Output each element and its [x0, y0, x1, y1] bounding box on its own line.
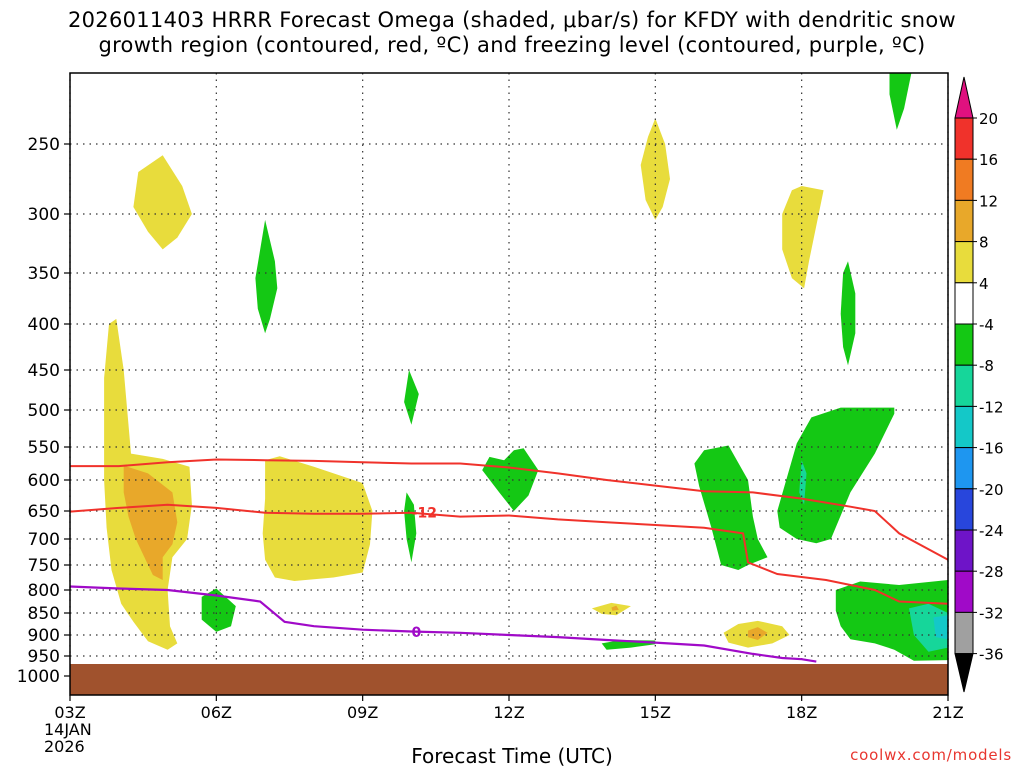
omega-region-15	[889, 73, 912, 130]
colorbar-segment-6	[954, 323, 974, 366]
colorbar-label-6: -8	[979, 357, 994, 375]
omega-region-6	[591, 602, 631, 616]
colorbar-segment-12	[954, 570, 974, 613]
colorbar-bottom-arrow	[954, 653, 974, 693]
source-credit: coolwx.com/models	[850, 746, 1012, 764]
omega-region-16	[201, 588, 236, 632]
y-tick-label-1000: 1000	[17, 667, 60, 687]
date-label-year: 2026	[44, 737, 85, 756]
omega-core-2	[933, 615, 948, 640]
colorbar-label-5: -4	[979, 316, 994, 334]
colorbar-label-12: -32	[979, 604, 1004, 622]
y-tick-label-850: 850	[28, 604, 60, 624]
y-tick-label-550: 550	[28, 438, 60, 458]
colorbar-label-4: 4	[979, 275, 989, 293]
y-tick-label-900: 900	[28, 626, 60, 646]
x-axis-title: Forecast Time (UTC)	[411, 744, 613, 768]
omega-region-11	[482, 448, 539, 511]
colorbar-label-7: -12	[979, 398, 1004, 416]
y-tick-label-250: 250	[28, 135, 60, 155]
chart-title-line-2: growth region (contoured, red, ºC) and f…	[98, 33, 926, 57]
colorbar-segment-10	[954, 488, 974, 531]
colorbar-top-arrow	[954, 76, 974, 119]
y-tick-label-950: 950	[28, 647, 60, 667]
omega-core-1	[909, 603, 948, 652]
colorbar-label-2: 12	[979, 192, 998, 210]
omega-region-8	[255, 219, 278, 334]
y-tick-label-400: 400	[28, 315, 60, 335]
colorbar-segment-2	[954, 158, 974, 201]
colorbar-segment-3	[954, 199, 974, 243]
colorbar-segment-9	[954, 447, 974, 490]
omega-region-2	[123, 465, 178, 580]
omega-region-10	[404, 492, 417, 563]
x-tick-label-15Z: 15Z	[640, 703, 671, 722]
x-tick-label-12Z: 12Z	[493, 703, 524, 722]
y-tick-label-750: 750	[28, 556, 60, 576]
colorbar-label-1: 16	[979, 151, 998, 169]
omega-region-5	[782, 186, 824, 289]
colorbar-segment-4	[954, 241, 974, 284]
y-tick-label-450: 450	[28, 361, 60, 381]
omega-region-12	[694, 445, 768, 570]
omega-core-0	[799, 460, 807, 505]
freezing-level-label: 0	[411, 625, 421, 641]
ground-surface	[70, 664, 948, 695]
contour-layer: -12 0	[70, 458, 948, 663]
y-tick-label-500: 500	[28, 401, 60, 421]
y-tick-label-650: 650	[28, 502, 60, 522]
colorbar-label-8: -16	[979, 440, 1004, 458]
x-tick-label-06Z: 06Z	[201, 703, 232, 722]
colorbar-segment-11	[954, 529, 974, 572]
colorbar-label-11: -28	[979, 563, 1004, 581]
x-tick-label-21Z: 21Z	[932, 703, 963, 722]
omega-region-3	[262, 456, 373, 581]
colorbar-segment-8	[954, 405, 974, 449]
snow-growth-contour--12	[70, 503, 948, 605]
omega-region-0	[133, 155, 192, 250]
omega-core-3	[748, 627, 768, 640]
y-tick-label-700: 700	[28, 530, 60, 550]
date-label-day: 14JAN	[44, 720, 92, 739]
omega-region-13	[777, 407, 895, 544]
colorbar-segment-13	[954, 611, 974, 655]
ground-layer	[70, 664, 948, 695]
y-tick-label-350: 350	[28, 264, 60, 284]
x-tick-label-18Z: 18Z	[786, 703, 817, 722]
omega-region-9	[404, 370, 419, 425]
colorbar-label-3: 8	[979, 234, 989, 252]
y-tick-label-800: 800	[28, 581, 60, 601]
colorbar-label-10: -24	[979, 522, 1004, 540]
freezing-level-contour	[70, 585, 817, 663]
contour-label--12: -12	[412, 506, 437, 522]
colorbar-segment-1	[954, 117, 974, 160]
colorbar: 20 16 12 8 4 -4 -8 -12 -16 -20 -24 -28 -32 -36	[954, 76, 1004, 693]
colorbar-label-0: 20	[979, 110, 998, 128]
axis-layer: 2503003504004505005506006507007508008509…	[17, 135, 964, 722]
colorbar-label-13: -36	[979, 646, 1004, 664]
colorbar-segment-5	[954, 282, 974, 325]
omega-core-4	[611, 605, 619, 611]
omega-shading-layer	[104, 73, 948, 661]
omega-region-14	[840, 261, 856, 366]
colorbar-label-9: -20	[979, 481, 1004, 499]
colorbar-segment-7	[954, 364, 974, 407]
x-tick-label-03Z: 03Z	[54, 703, 85, 722]
snow-growth-contour--16	[70, 458, 948, 561]
chart-title-line-1: 2026011403 HRRR Forecast Omega (shaded, …	[67, 8, 957, 32]
y-tick-label-600: 600	[28, 471, 60, 491]
y-tick-label-300: 300	[28, 205, 60, 225]
x-tick-label-09Z: 09Z	[347, 703, 378, 722]
